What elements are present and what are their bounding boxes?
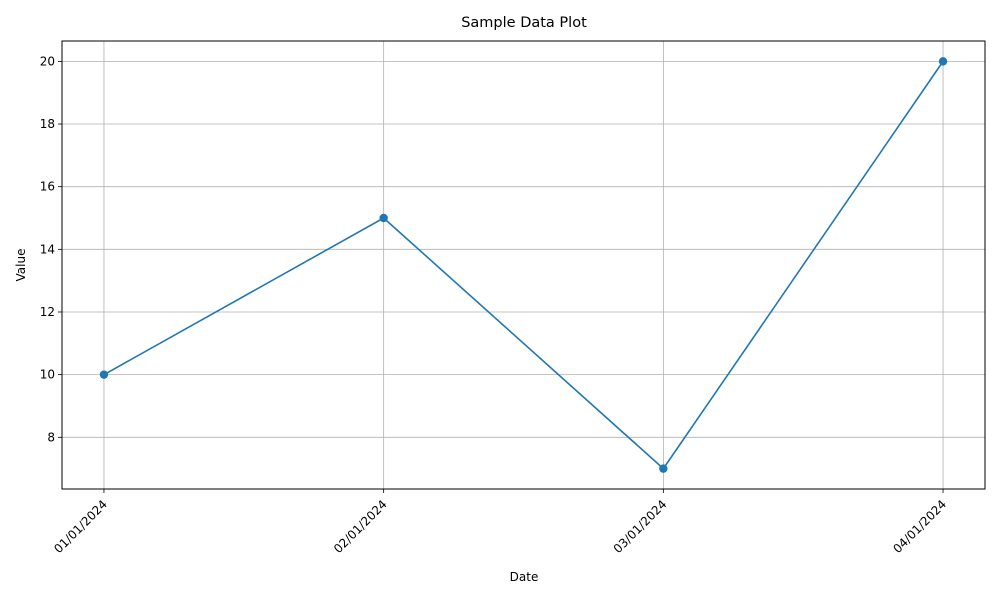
y-tick-label: 18 [40, 117, 55, 131]
y-axis-label: Value [14, 249, 28, 282]
y-tick-label: 14 [40, 242, 55, 256]
plot-frame [61, 40, 986, 490]
x-axis-label: Date [510, 570, 539, 584]
chart-title: Sample Data Plot [461, 15, 587, 31]
y-tick-label: 12 [40, 305, 55, 319]
y-axis: 8 10 12 14 16 18 20 [40, 54, 62, 444]
series-line [103, 60, 944, 470]
data-point [379, 213, 388, 223]
y-tick-label: 10 [40, 368, 55, 382]
y-tick-label: 20 [40, 54, 55, 68]
data-point [99, 370, 109, 379]
data-point [659, 464, 668, 473]
series-layer [99, 57, 948, 473]
y-tick-label: 8 [47, 430, 55, 444]
data-point [938, 57, 948, 66]
y-tick-label: 16 [40, 180, 55, 194]
